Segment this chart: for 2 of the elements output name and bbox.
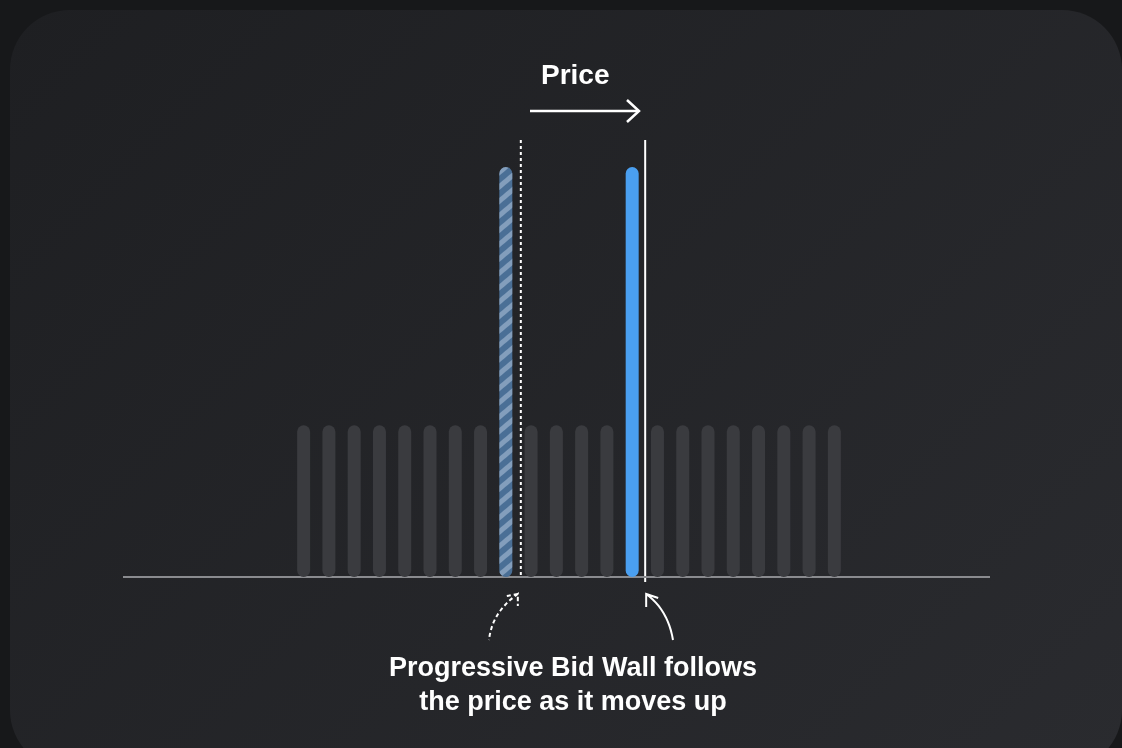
text: Progressive Bid Wall follows the price as it moves up [388, 652, 758, 716]
text: Price [541, 58, 610, 90]
